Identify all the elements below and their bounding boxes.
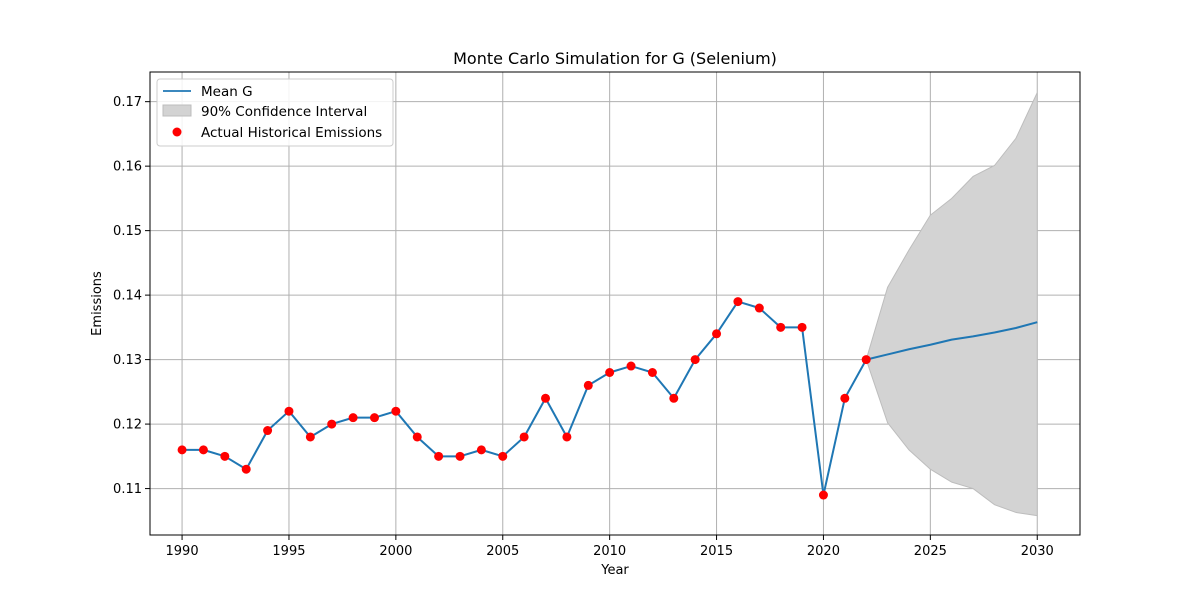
actual-emission-point — [284, 406, 294, 416]
actual-points-layer — [177, 297, 871, 500]
actual-emission-point — [712, 329, 722, 339]
x-tick-label: 2015 — [700, 544, 733, 559]
actual-emission-point — [434, 451, 444, 461]
chart-title: Monte Carlo Simulation for G (Selenium) — [453, 49, 777, 68]
actual-emission-point — [754, 303, 764, 313]
actual-emission-point — [519, 432, 529, 442]
y-tick-label: 0.16 — [113, 160, 142, 175]
y-tick-label: 0.13 — [113, 353, 142, 368]
legend-label-actual: Actual Historical Emissions — [201, 125, 382, 141]
x-tick-label: 2025 — [914, 544, 947, 559]
legend-label-band: 90% Confidence Interval — [201, 104, 367, 120]
actual-emission-point — [305, 432, 315, 442]
actual-emission-point — [498, 451, 508, 461]
y-tick-label: 0.12 — [113, 418, 142, 433]
actual-emission-point — [818, 490, 828, 500]
y-tick-label: 0.11 — [113, 482, 142, 497]
actual-emission-point — [455, 451, 465, 461]
legend-frame — [156, 78, 394, 147]
legend-label-mean: Mean G — [201, 84, 253, 100]
actual-emission-point — [861, 355, 871, 365]
actual-emission-point — [220, 451, 230, 461]
y-tick-label: 0.17 — [113, 95, 142, 110]
actual-emission-point — [733, 297, 743, 307]
actual-emission-point — [797, 322, 807, 332]
actual-emission-point — [626, 361, 636, 371]
x-tick-label: 2000 — [379, 544, 412, 559]
actual-emission-point — [412, 432, 422, 442]
actual-emission-point — [647, 367, 657, 377]
x-tick-label: 2030 — [1021, 544, 1054, 559]
y-tick-label: 0.15 — [113, 224, 142, 239]
y-tick-label: 0.14 — [113, 289, 142, 304]
actual-emission-point — [690, 355, 700, 365]
actual-emission-point — [263, 426, 273, 436]
x-tick-label: 1990 — [166, 544, 199, 559]
confidence-interval-band — [865, 92, 1038, 517]
actual-emission-point — [241, 464, 251, 474]
actual-emission-point — [198, 445, 208, 455]
actual-emission-point — [669, 393, 679, 403]
plot-area-frame — [149, 71, 1081, 536]
actual-emission-point — [562, 432, 572, 442]
x-tick-label: 2020 — [807, 544, 840, 559]
actual-emission-point — [327, 419, 337, 429]
x-tick-label: 1995 — [272, 544, 305, 559]
x-axis-ticks: 1990 1995 2000 2005 2010 2015 2020 2025 2030 — [166, 535, 1054, 559]
x-tick-label: 2005 — [486, 544, 519, 559]
confidence-band-layer — [865, 92, 1038, 517]
x-tick-label: 2010 — [593, 544, 626, 559]
actual-emission-point — [391, 406, 401, 416]
legend: Mean G 90% Confidence Interval Actual Hi… — [156, 78, 394, 147]
actual-emission-point — [369, 413, 379, 423]
actual-emission-point — [605, 367, 615, 377]
x-axis-label: Year — [600, 563, 629, 578]
y-axis-label: Emissions — [90, 271, 105, 336]
actual-emission-point — [476, 445, 486, 455]
legend-swatch-band — [162, 104, 192, 117]
actual-emission-point — [177, 445, 187, 455]
actual-emission-point — [840, 393, 850, 403]
y-axis-ticks: 0.11 0.12 0.13 0.14 0.15 0.16 0.17 — [113, 95, 150, 497]
actual-emission-point — [776, 322, 786, 332]
actual-emission-point — [541, 393, 551, 403]
actual-emission-point — [583, 380, 593, 390]
legend-swatch-actual — [172, 127, 182, 137]
actual-emission-point — [348, 413, 358, 423]
